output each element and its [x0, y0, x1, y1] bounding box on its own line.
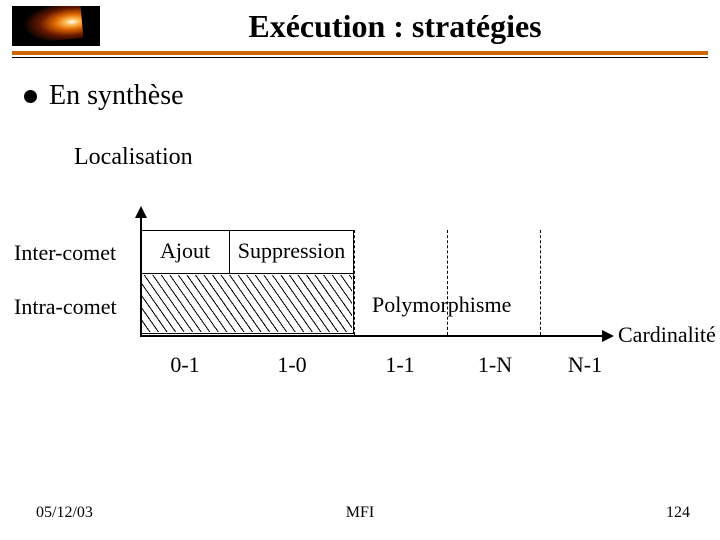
- tick-label: 1-0: [277, 352, 306, 378]
- dashed-divider: [540, 230, 541, 335]
- dashed-divider: [354, 230, 355, 335]
- dashed-divider: [447, 230, 448, 335]
- row-label-inter: Inter-comet: [14, 240, 116, 266]
- slide-logo: [12, 6, 100, 46]
- tick-label: N-1: [568, 352, 602, 378]
- hatch-pattern-icon: [142, 275, 352, 332]
- strategy-diagram: Inter-comet Intra-comet Ajout Suppressio…: [140, 210, 620, 370]
- hatched-region: [140, 274, 354, 334]
- y-axis-arrow-icon: [135, 206, 147, 218]
- x-axis-arrow-icon: [602, 330, 614, 342]
- tick-label: 1-N: [478, 352, 512, 378]
- box-ajout: Ajout: [140, 230, 230, 274]
- tick-label: 1-1: [385, 352, 414, 378]
- footer-page: 124: [666, 504, 690, 522]
- rule-black: [12, 57, 708, 58]
- slide-title: Exécution : stratégies: [112, 8, 708, 45]
- x-axis-label: Cardinalité: [618, 322, 716, 348]
- region-label-polymorphisme: Polymorphisme: [372, 292, 511, 318]
- footer-center: MFI: [0, 504, 720, 522]
- comet-icon: [12, 6, 83, 44]
- x-axis: [140, 335, 606, 337]
- box-suppression: Suppression: [230, 230, 354, 274]
- bullet-row: En synthèse: [24, 80, 720, 112]
- y-axis-label: Localisation: [74, 144, 720, 171]
- tick-label: 0-1: [170, 352, 199, 378]
- bullet-icon: [24, 90, 37, 103]
- row-label-intra: Intra-comet: [14, 294, 117, 320]
- rule-orange: [12, 51, 708, 55]
- bullet-text: En synthèse: [49, 80, 184, 112]
